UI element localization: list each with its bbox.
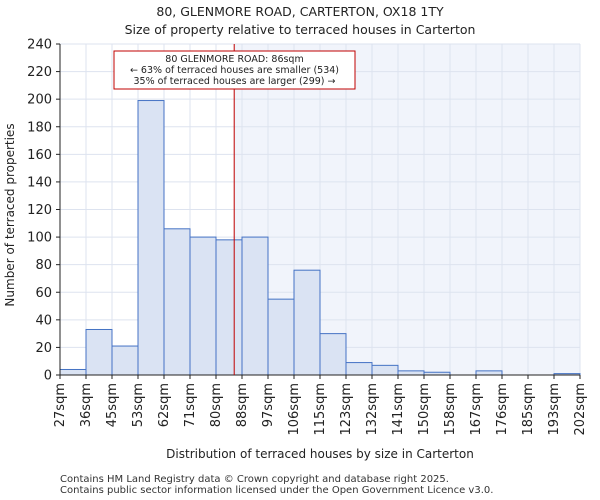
- y-tick-label: 240: [27, 38, 52, 53]
- y-tick-label: 20: [35, 341, 52, 356]
- x-tick-label: 167sqm: [469, 383, 484, 436]
- x-tick-label: 141sqm: [391, 383, 406, 436]
- x-tick-label: 62sqm: [157, 383, 172, 427]
- y-tick-label: 120: [27, 203, 52, 218]
- y-axis-title: Number of terraced properties: [3, 123, 17, 306]
- x-tick-label: 45sqm: [105, 383, 120, 427]
- histogram-bar: [215, 239, 243, 376]
- x-tick-label: 27sqm: [53, 383, 68, 427]
- annotation-smaller: ← 63% of terraced houses are smaller (53…: [130, 65, 339, 76]
- x-tick-label: 185sqm: [521, 383, 536, 436]
- x-tick-label: 193sqm: [547, 383, 562, 436]
- histogram-bar: [189, 236, 217, 376]
- x-tick-label: 71sqm: [183, 383, 198, 427]
- x-tick-label: 176sqm: [495, 383, 510, 436]
- x-tick-label: 36sqm: [79, 383, 94, 427]
- title-line-2: Size of property relative to terraced ho…: [124, 22, 476, 37]
- x-tick-label: 202sqm: [573, 383, 588, 436]
- x-tick-label: 123sqm: [339, 383, 354, 436]
- annotation-title: 80 GLENMORE ROAD: 86sqm: [165, 54, 303, 65]
- x-tick-label: 53sqm: [131, 383, 146, 427]
- histogram-bar: [371, 364, 399, 376]
- y-tick-label: 220: [27, 65, 52, 80]
- histogram-bar: [293, 269, 321, 376]
- footer-copyright: Contains HM Land Registry data © Crown c…: [60, 474, 449, 485]
- y-tick-label: 100: [27, 231, 52, 246]
- chart-title: 80, GLENMORE ROAD, CARTERTON, OX18 1TY S…: [0, 3, 600, 39]
- x-tick-label: 150sqm: [417, 383, 432, 436]
- y-tick-label: 160: [27, 148, 52, 163]
- histogram-bar: [475, 370, 503, 376]
- histogram-bar: [267, 298, 295, 376]
- x-tick-label: 80sqm: [209, 383, 224, 427]
- y-tick-label: 0: [44, 369, 52, 384]
- x-tick-label: 115sqm: [313, 383, 328, 436]
- y-tick-label: 80: [35, 258, 52, 273]
- y-tick-label: 200: [27, 93, 52, 108]
- y-tick-label: 140: [27, 175, 52, 190]
- y-tick-label: 40: [35, 313, 52, 328]
- histogram-bar: [345, 362, 373, 376]
- annotation-larger: 35% of terraced houses are larger (299) …: [134, 76, 336, 87]
- x-axis-title: Distribution of terraced houses by size …: [166, 447, 474, 461]
- x-tick-label: 158sqm: [443, 383, 458, 436]
- histogram-bar: [59, 368, 87, 376]
- histogram-bar: [319, 333, 347, 376]
- x-tick-label: 132sqm: [365, 383, 380, 436]
- y-tick-label: 60: [35, 286, 52, 301]
- histogram-bar: [163, 228, 191, 376]
- x-tick-label: 97sqm: [261, 383, 276, 427]
- histogram-bar: [241, 236, 269, 376]
- histogram-bar: [85, 328, 113, 376]
- histogram-bar: [397, 370, 425, 376]
- x-tick-label: 106sqm: [287, 383, 302, 436]
- histogram-bar: [137, 100, 165, 376]
- title-line-1: 80, GLENMORE ROAD, CARTERTON, OX18 1TY: [156, 4, 444, 19]
- y-tick-label: 180: [27, 120, 52, 135]
- footer-licence: Contains public sector information licen…: [60, 485, 494, 496]
- annotation-box: [113, 50, 356, 90]
- x-tick-label: 88sqm: [235, 383, 250, 427]
- histogram-bar: [111, 345, 139, 376]
